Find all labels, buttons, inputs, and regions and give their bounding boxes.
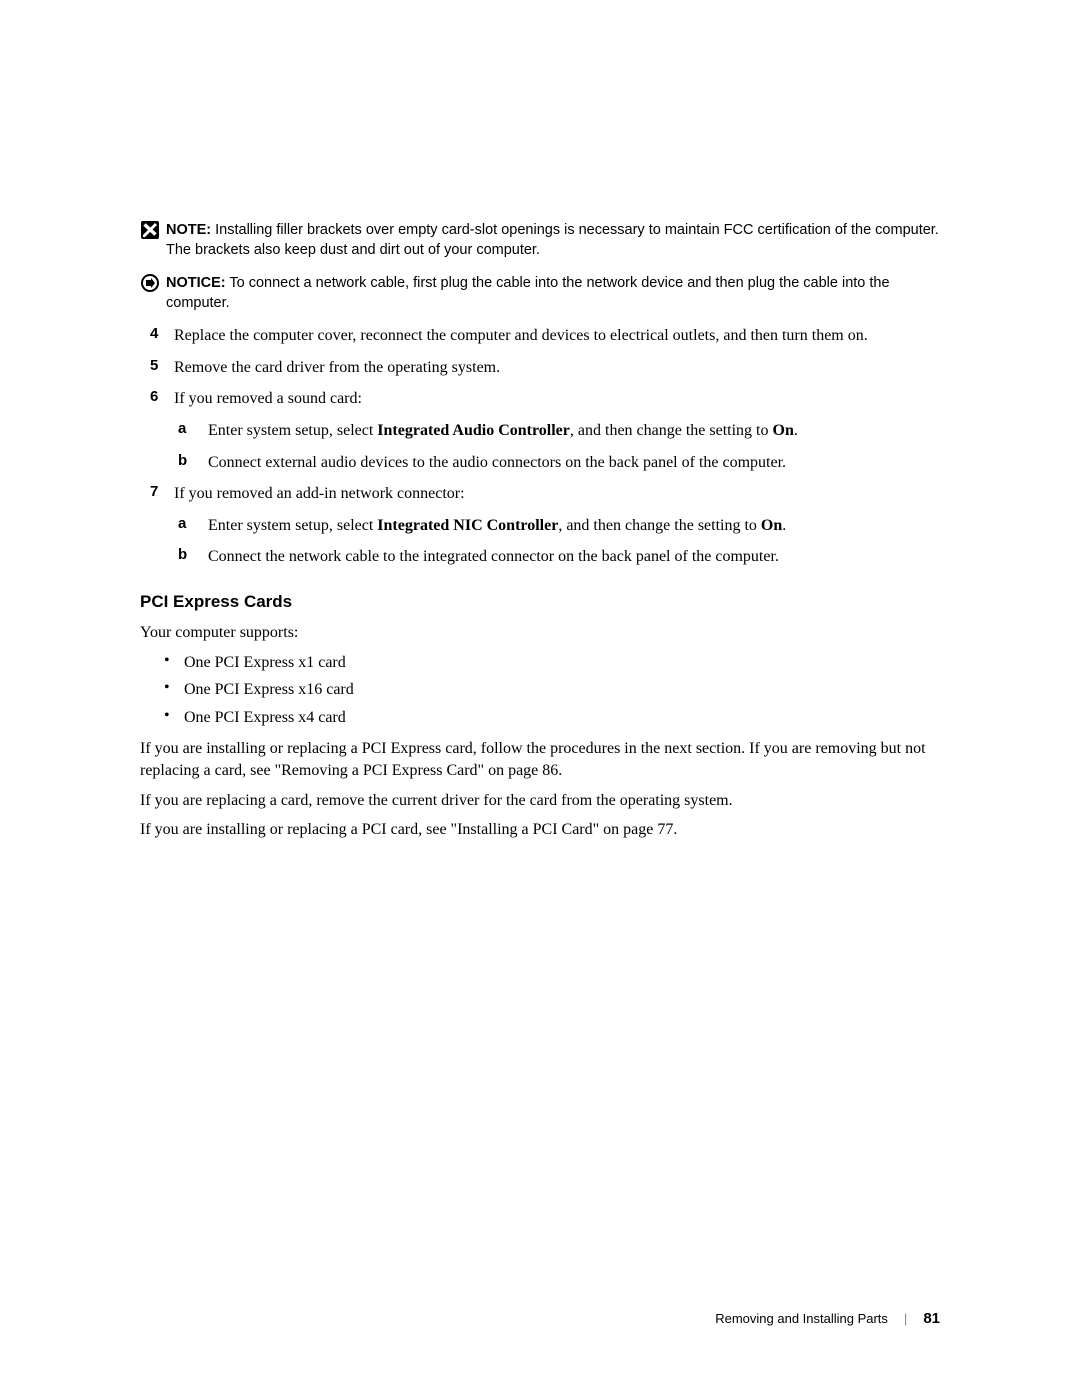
bullet-marker: • (164, 707, 184, 725)
bullet-marker: • (164, 679, 184, 697)
step-7b: b Connect the network cable to the integ… (174, 546, 940, 568)
substep-text: Connect the network cable to the integra… (208, 546, 779, 568)
notice-body: To connect a network cable, first plug t… (166, 275, 890, 311)
note-body: Installing filler brackets over empty ca… (166, 222, 939, 258)
notice-label: NOTICE: (166, 275, 226, 291)
bullet-item: • One PCI Express x4 card (164, 707, 940, 729)
bullet-text: One PCI Express x4 card (184, 707, 346, 729)
step-text: If you removed a sound card: (174, 388, 362, 410)
bullet-marker: • (164, 652, 184, 670)
footer-page-number: 81 (923, 1310, 940, 1327)
substep-text: Connect external audio devices to the au… (208, 452, 786, 474)
step-4: 4 Replace the computer cover, reconnect … (140, 325, 940, 347)
step-text: If you removed an add-in network connect… (174, 483, 465, 505)
note-text: NOTE: Installing filler brackets over em… (166, 220, 940, 261)
notice-icon (140, 273, 160, 293)
bullet-text: One PCI Express x1 card (184, 652, 346, 674)
step-text: Replace the computer cover, reconnect th… (174, 325, 868, 347)
substep-text: Enter system setup, select Integrated Au… (208, 420, 798, 442)
substep-letter: b (174, 452, 208, 469)
bullet-text: One PCI Express x16 card (184, 679, 354, 701)
section-heading: PCI Express Cards (140, 592, 940, 612)
section-intro: Your computer supports: (140, 622, 940, 644)
notice-callout: NOTICE: To connect a network cable, firs… (140, 273, 940, 314)
paragraph: If you are replacing a card, remove the … (140, 790, 940, 812)
step-number: 5 (150, 357, 172, 374)
note-label: NOTE: (166, 222, 211, 238)
note-icon (140, 220, 160, 240)
page-footer: Removing and Installing Parts | 81 (715, 1310, 940, 1327)
paragraph: If you are installing or replacing a PCI… (140, 819, 940, 841)
substep-letter: b (174, 546, 208, 563)
page-content: NOTE: Installing filler brackets over em… (0, 0, 1080, 841)
footer-section-name: Removing and Installing Parts (715, 1311, 888, 1326)
step-number: 6 (150, 388, 172, 405)
step-6a: a Enter system setup, select Integrated … (174, 420, 940, 442)
step-7a: a Enter system setup, select Integrated … (174, 515, 940, 537)
substep-letter: a (174, 515, 208, 532)
step-5: 5 Remove the card driver from the operat… (140, 357, 940, 379)
step-number: 7 (150, 483, 172, 500)
notice-text: NOTICE: To connect a network cable, firs… (166, 273, 940, 314)
step-text: Remove the card driver from the operatin… (174, 357, 500, 379)
note-callout: NOTE: Installing filler brackets over em… (140, 220, 940, 261)
substep-text: Enter system setup, select Integrated NI… (208, 515, 786, 537)
paragraph: If you are installing or replacing a PCI… (140, 738, 940, 781)
step-number: 4 (150, 325, 172, 342)
step-7: 7 If you removed an add-in network conne… (140, 483, 940, 505)
bullet-item: • One PCI Express x1 card (164, 652, 940, 674)
footer-divider: | (904, 1311, 907, 1326)
bullet-item: • One PCI Express x16 card (164, 679, 940, 701)
substep-letter: a (174, 420, 208, 437)
step-6b: b Connect external audio devices to the … (174, 452, 940, 474)
step-6: 6 If you removed a sound card: (140, 388, 940, 410)
